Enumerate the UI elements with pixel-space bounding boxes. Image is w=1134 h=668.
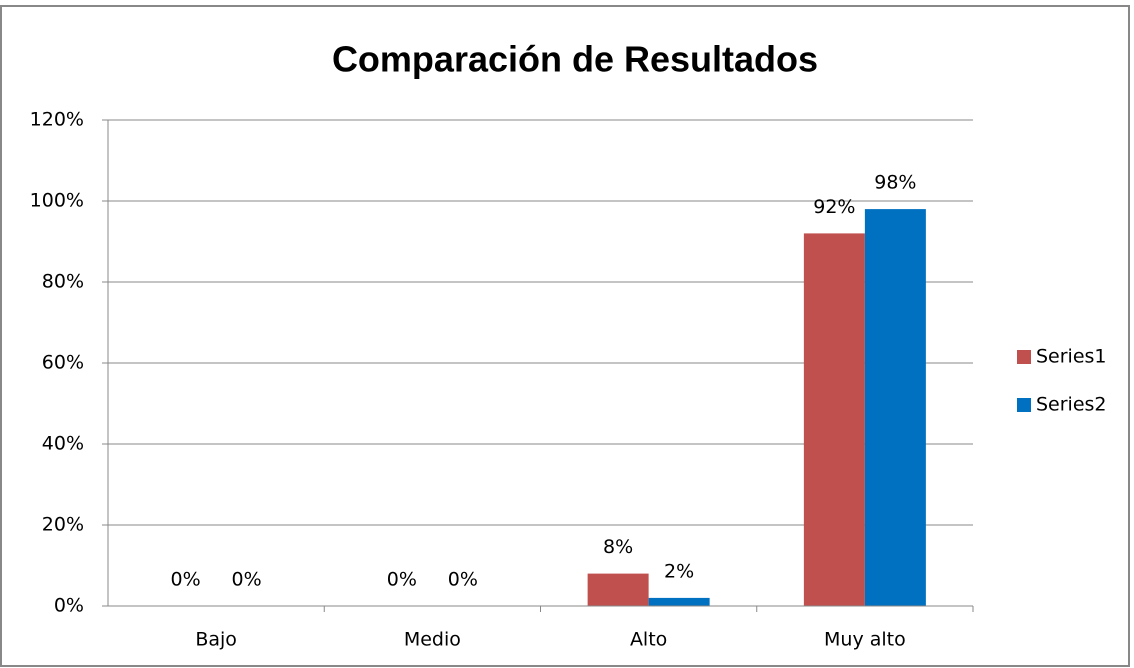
x-tick-label: Bajo (195, 629, 237, 651)
value-label: 8% (603, 536, 633, 558)
bar (864, 209, 926, 606)
value-label: 0% (448, 569, 478, 591)
legend-label: Series2 (1036, 394, 1107, 416)
value-label: 0% (232, 569, 262, 591)
x-tick-label: Muy alto (824, 629, 906, 651)
value-label: 0% (387, 569, 417, 591)
value-label: 92% (813, 196, 855, 218)
y-tick-label: 40% (42, 433, 84, 455)
legend-swatch (1017, 350, 1031, 364)
bar (648, 597, 710, 606)
y-tick-label: 120% (30, 109, 84, 131)
y-tick-label: 80% (42, 271, 84, 293)
value-label: 2% (664, 560, 694, 582)
y-tick-label: 60% (42, 352, 84, 374)
chart-title: Comparación de Resultados (332, 39, 818, 80)
y-tick-label: 0% (54, 595, 84, 617)
legend-swatch (1017, 398, 1031, 412)
value-label: 0% (171, 569, 201, 591)
x-tick-label: Alto (630, 629, 667, 651)
value-label: 98% (874, 172, 916, 194)
legend-label: Series1 (1036, 346, 1107, 368)
y-tick-label: 100% (30, 190, 84, 212)
chart-frame (0, 5, 1130, 667)
y-tick-label: 20% (42, 514, 84, 536)
x-tick-label: Medio (404, 629, 461, 651)
bar (803, 233, 865, 606)
bar (587, 573, 649, 606)
